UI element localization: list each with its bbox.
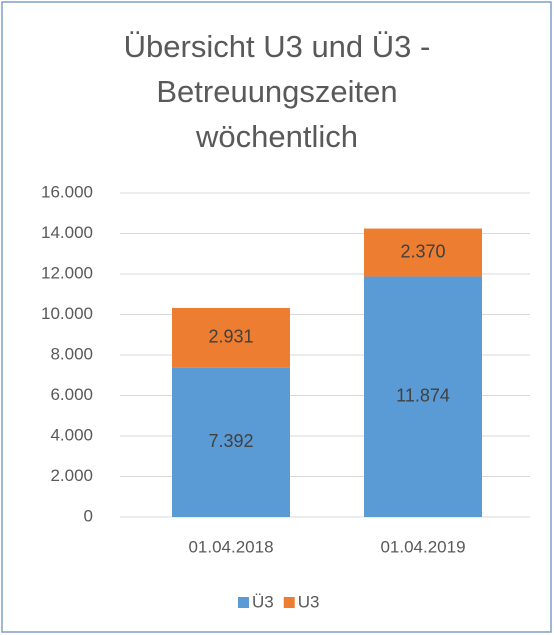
x-tick-label: 01.04.2018: [188, 537, 273, 556]
y-tick-label: 12.000: [41, 263, 93, 282]
legend-swatch: [283, 597, 295, 608]
y-tick-label: 6.000: [50, 385, 93, 404]
y-tick-label: 14.000: [41, 223, 93, 242]
y-tick-label: 16.000: [41, 182, 93, 201]
x-tick-label: 01.04.2019: [380, 537, 465, 556]
bar-segment: [364, 276, 482, 517]
bar-segment: [364, 228, 482, 277]
bar-segment: [172, 307, 290, 368]
y-tick-label: 4.000: [50, 425, 93, 444]
data-label: 7.392: [208, 431, 253, 451]
y-tick-label: 2.000: [50, 466, 93, 485]
data-label: 2.931: [208, 326, 253, 346]
legend-swatch: [238, 597, 249, 608]
y-tick-label: 0: [84, 506, 93, 525]
legend-label: Ü3: [252, 592, 274, 611]
chart-title: Übersicht U3 und Ü3 - Betreuungszeiten w…: [123, 29, 431, 154]
y-tick-label: 10.000: [41, 304, 93, 323]
legend-label: U3: [298, 592, 320, 611]
data-label: 2.370: [400, 241, 445, 261]
data-label: 11.874: [396, 386, 450, 406]
y-tick-label: 8.000: [50, 344, 93, 363]
bar-segment: [172, 367, 290, 517]
